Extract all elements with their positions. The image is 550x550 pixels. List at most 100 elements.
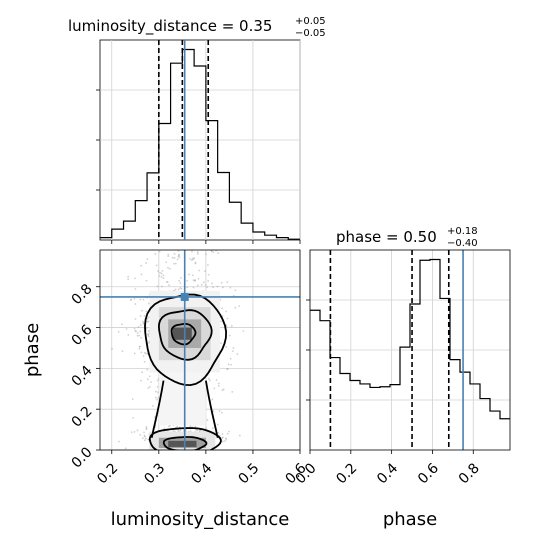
x-tick-label-phase: 0.4 [374, 460, 401, 487]
y-axis-title-phase: phase [22, 323, 43, 377]
scatter-point [226, 432, 229, 435]
scatter-point [155, 264, 158, 267]
scatter-point [196, 251, 199, 254]
scatter-point [196, 429, 199, 432]
histogram-step [310, 258, 510, 420]
scatter-point [216, 423, 219, 426]
scatter-point [220, 320, 222, 323]
scatter-point [147, 335, 150, 338]
scatter-point [186, 279, 189, 282]
scatter-point [231, 350, 234, 353]
scatter-point [225, 346, 228, 348]
scatter-point [156, 385, 159, 388]
scatter-point [139, 298, 142, 301]
scatter-point [207, 279, 210, 282]
histogram-step [100, 48, 300, 240]
scatter-point [224, 440, 226, 442]
hist-phase-bars [310, 258, 510, 420]
hist-luminosity-distance-title-plus: +0.05 [295, 16, 326, 27]
scatter-point [140, 379, 142, 382]
x-tick-label-phase: 0.8 [456, 460, 483, 487]
scatter-point [144, 437, 147, 440]
scatter-point [167, 266, 169, 269]
hist-phase-title-plus: +0.18 [447, 226, 478, 237]
scatter-point [139, 315, 142, 317]
scatter-point [133, 352, 136, 355]
scatter-point [192, 286, 195, 289]
scatter-point [161, 269, 164, 272]
scatter-point [238, 305, 241, 308]
scatter-point [146, 368, 149, 371]
scatter-point [162, 274, 165, 277]
scatter-point [204, 270, 206, 273]
scatter-point [192, 279, 195, 282]
scatter-point [229, 286, 232, 289]
scatter-point [143, 439, 146, 442]
scatter-point [208, 377, 210, 380]
scatter-point [157, 270, 159, 272]
scatter-point [142, 320, 144, 323]
scatter-point [173, 257, 176, 259]
scatter-point [148, 375, 151, 378]
scatter-point [117, 440, 120, 443]
scatter-point [217, 385, 220, 387]
scatter-point [138, 347, 141, 350]
joint-ticks [96, 286, 301, 454]
scatter-point [194, 261, 197, 264]
scatter-point [165, 281, 168, 283]
scatter-point [127, 334, 130, 336]
scatter-point [174, 288, 177, 291]
scatter-point [133, 327, 136, 330]
scatter-point [145, 352, 147, 355]
scatter-point [142, 437, 144, 440]
scatter-point [134, 303, 137, 305]
scatter-point [147, 302, 150, 305]
contour-outer [144, 293, 228, 387]
contour-lower-inner [162, 436, 208, 450]
scatter-point [147, 330, 150, 333]
scatter-point [166, 281, 169, 283]
scatter-point [147, 333, 150, 335]
scatter-point [231, 390, 234, 393]
hist-phase-ticks [306, 299, 474, 454]
scatter-point [179, 286, 182, 289]
scatter-point [198, 429, 201, 432]
scatter-point [197, 253, 199, 255]
x-tick-label-luminosity-distance: 0.2 [94, 460, 121, 487]
scatter-point [157, 391, 159, 394]
scatter-point [143, 351, 146, 354]
scatter-point [124, 447, 127, 450]
scatter-point [168, 425, 170, 428]
scatter-point [220, 342, 222, 344]
scatter-point [198, 269, 201, 272]
contour-bridge-right [204, 380, 219, 438]
scatter-point [215, 379, 218, 381]
scatter-point [145, 262, 148, 264]
scatter-point [142, 322, 145, 325]
scatter-point [140, 336, 143, 339]
scatter-point [196, 284, 199, 287]
scatter-point [226, 368, 228, 371]
density-cell [158, 372, 206, 426]
scatter-point [194, 279, 196, 281]
joint-contours [144, 293, 228, 450]
scatter-point [140, 264, 143, 267]
scatter-point [177, 288, 180, 291]
scatter-point [212, 251, 215, 254]
scatter-point [150, 381, 152, 384]
scatter-point [148, 316, 150, 319]
scatter-point [207, 264, 209, 266]
tick-labels: 0.2 0.3 0.4 0.5 0.60.0 0.2 0.4 0.6 0.80.00.20.40… [69, 281, 483, 487]
scatter-point [221, 432, 224, 435]
scatter-point [145, 428, 148, 431]
scatter-point [236, 353, 239, 355]
scatter-point [155, 390, 157, 393]
scatter-point [172, 430, 175, 433]
scatter-point [156, 285, 159, 288]
scatter-point [146, 321, 149, 323]
scatter-point [221, 307, 224, 310]
x-tick-label-phase: 0.2 [333, 460, 360, 487]
scatter-point [238, 434, 241, 437]
scatter-point [171, 256, 174, 259]
